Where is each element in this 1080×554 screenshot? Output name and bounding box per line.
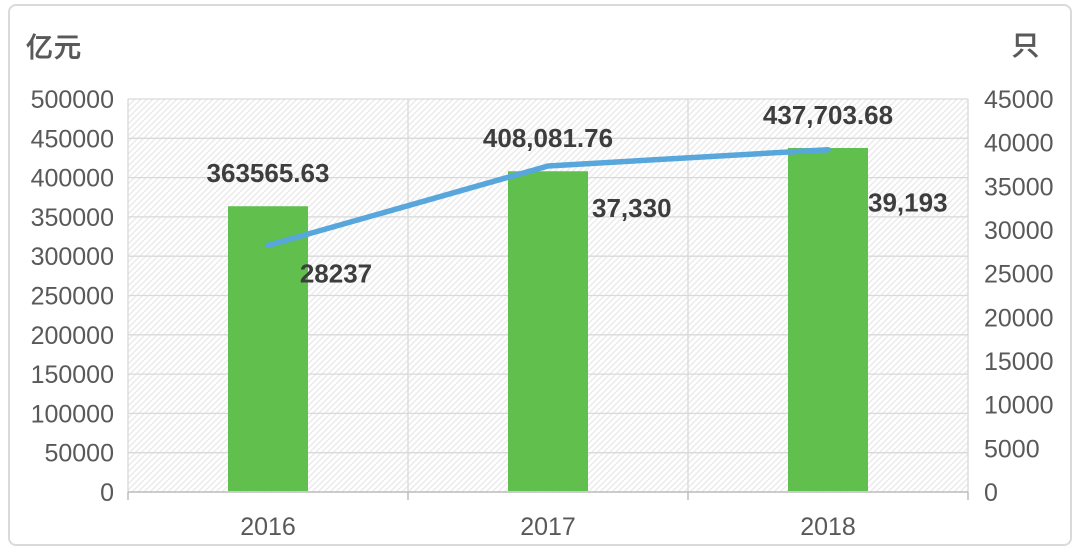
left-axis-tick-label: 200000 xyxy=(31,322,114,350)
left-axis-tick-label: 100000 xyxy=(31,400,114,428)
x-axis-label-2018: 2018 xyxy=(800,513,856,541)
right-axis-tick-label: 25000 xyxy=(984,261,1054,289)
bar-2016 xyxy=(228,206,308,491)
bar-value-label: 408,081.76 xyxy=(483,123,613,153)
right-axis-tick-label: 30000 xyxy=(984,217,1054,245)
right-axis-tick-label: 35000 xyxy=(984,173,1054,201)
right-axis-tick-label: 0 xyxy=(984,479,998,507)
left-axis-tick-label: 150000 xyxy=(31,361,114,389)
left-axis-title: 亿元 xyxy=(26,33,82,63)
line-value-label: 37,330 xyxy=(592,193,672,223)
bar-2018 xyxy=(788,147,868,491)
line-value-label: 28237 xyxy=(300,258,372,288)
right-axis-tick-label: 15000 xyxy=(984,348,1054,376)
x-axis-label-2017: 2017 xyxy=(520,513,576,541)
bar-value-label: 363565.63 xyxy=(207,158,330,188)
left-axis-tick-label: 300000 xyxy=(31,243,114,271)
right-axis-title: 只 xyxy=(1012,31,1040,61)
left-axis-tick-label: 250000 xyxy=(31,283,114,311)
bar-value-label: 437,703.68 xyxy=(763,100,893,130)
right-axis-tick-label: 5000 xyxy=(984,435,1040,463)
right-axis-tick-label: 45000 xyxy=(984,86,1054,114)
x-axis-label-2016: 2016 xyxy=(240,513,296,541)
left-axis-tick-label: 0 xyxy=(100,479,114,507)
right-axis-tick-label: 10000 xyxy=(984,392,1054,420)
left-axis-tick-label: 500000 xyxy=(31,86,114,114)
left-axis-tick-label: 350000 xyxy=(31,204,114,232)
left-axis-tick-label: 50000 xyxy=(44,440,114,468)
right-axis-tick-label: 20000 xyxy=(984,304,1054,332)
bar-2017 xyxy=(508,171,588,491)
right-axis-tick-label: 40000 xyxy=(984,130,1054,158)
line-value-label: 39,193 xyxy=(868,188,948,218)
left-axis-tick-label: 450000 xyxy=(31,125,114,153)
line-series xyxy=(265,146,831,249)
left-axis-tick-label: 400000 xyxy=(31,165,114,193)
